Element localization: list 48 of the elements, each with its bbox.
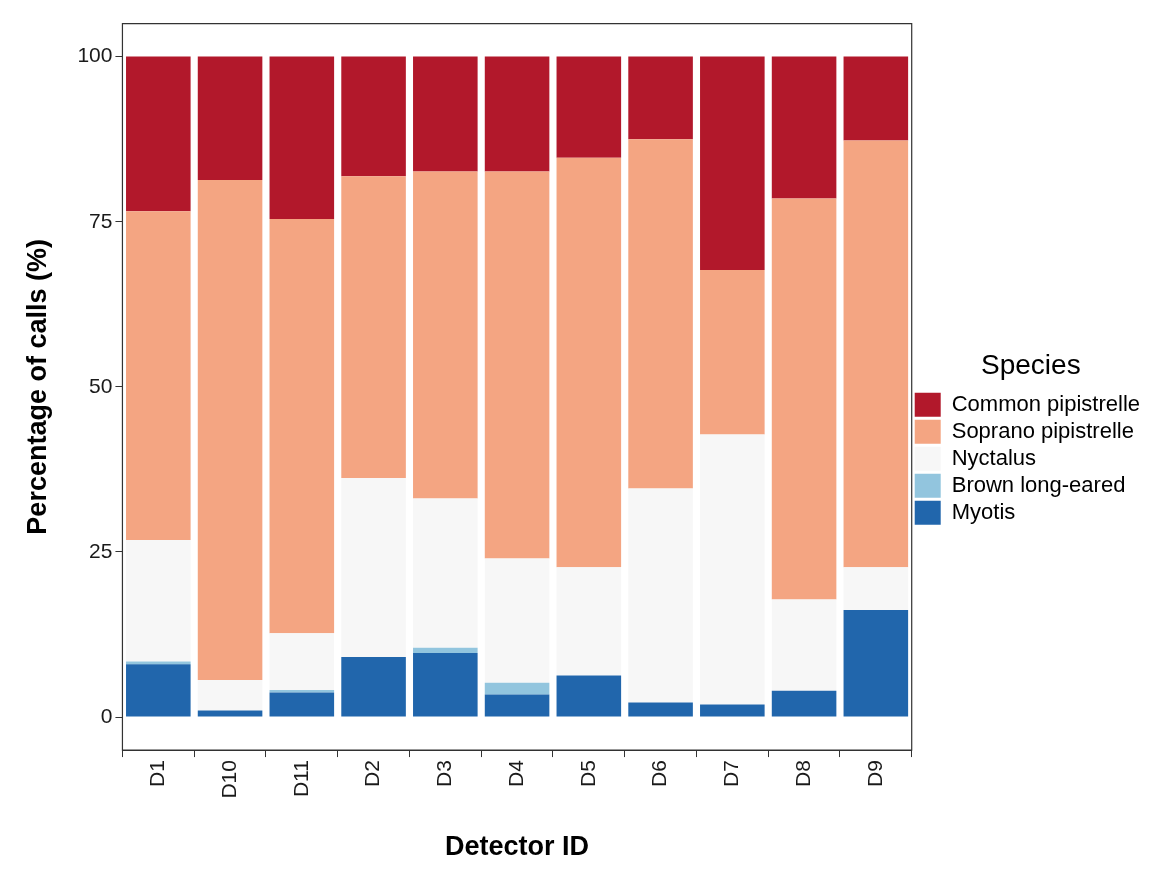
bar <box>771 690 837 717</box>
bar <box>126 56 191 212</box>
x-tick-label: D6 <box>647 760 671 787</box>
bar <box>843 56 909 141</box>
legend-label: Common pipistrelle <box>951 390 1141 416</box>
bar <box>771 56 837 199</box>
bar <box>700 704 765 717</box>
x-tick-label: D10 <box>216 760 240 799</box>
bar <box>484 682 550 695</box>
bar <box>843 567 909 611</box>
y-tick-label: 100 <box>77 43 113 67</box>
legend-label: Soprano pipistrelle <box>951 417 1134 443</box>
x-tick-label: D3 <box>432 760 456 787</box>
x-tick-label: D1 <box>145 760 169 787</box>
legend-label: Nyctalus <box>951 444 1037 470</box>
legend-title: Species <box>981 348 1081 380</box>
bar <box>269 56 335 220</box>
bar <box>413 647 478 653</box>
bar <box>484 694 550 717</box>
bar <box>197 710 263 717</box>
bar <box>628 56 693 140</box>
bar <box>269 689 335 693</box>
x-tick-label: D8 <box>790 760 814 787</box>
x-tick-label: D7 <box>719 760 743 787</box>
bar <box>843 610 909 717</box>
bar <box>126 664 191 717</box>
y-tick-label: 0 <box>100 703 113 727</box>
legend-label: Myotis <box>951 498 1016 524</box>
bar <box>628 702 693 717</box>
legend-label: Brown long-eared <box>951 471 1126 497</box>
bar <box>341 56 406 177</box>
bar <box>197 56 263 181</box>
x-tick-label: D4 <box>503 759 527 787</box>
bar <box>700 56 765 270</box>
x-tick-label: D11 <box>288 760 312 798</box>
y-tick-label: 25 <box>89 538 113 562</box>
x-tick-label: D9 <box>862 760 886 787</box>
x-tick-label: D2 <box>360 760 384 787</box>
bar <box>843 140 909 568</box>
y-axis-title: Percentage of calls (%) <box>21 239 52 535</box>
y-tick-label: 75 <box>89 208 113 232</box>
x-tick-label: D5 <box>575 760 599 787</box>
bar <box>556 56 622 158</box>
bar <box>484 56 550 172</box>
x-axis-title: Detector ID <box>445 831 590 862</box>
y-tick-label: 50 <box>89 373 113 397</box>
bar <box>413 652 478 717</box>
bar <box>413 56 478 172</box>
